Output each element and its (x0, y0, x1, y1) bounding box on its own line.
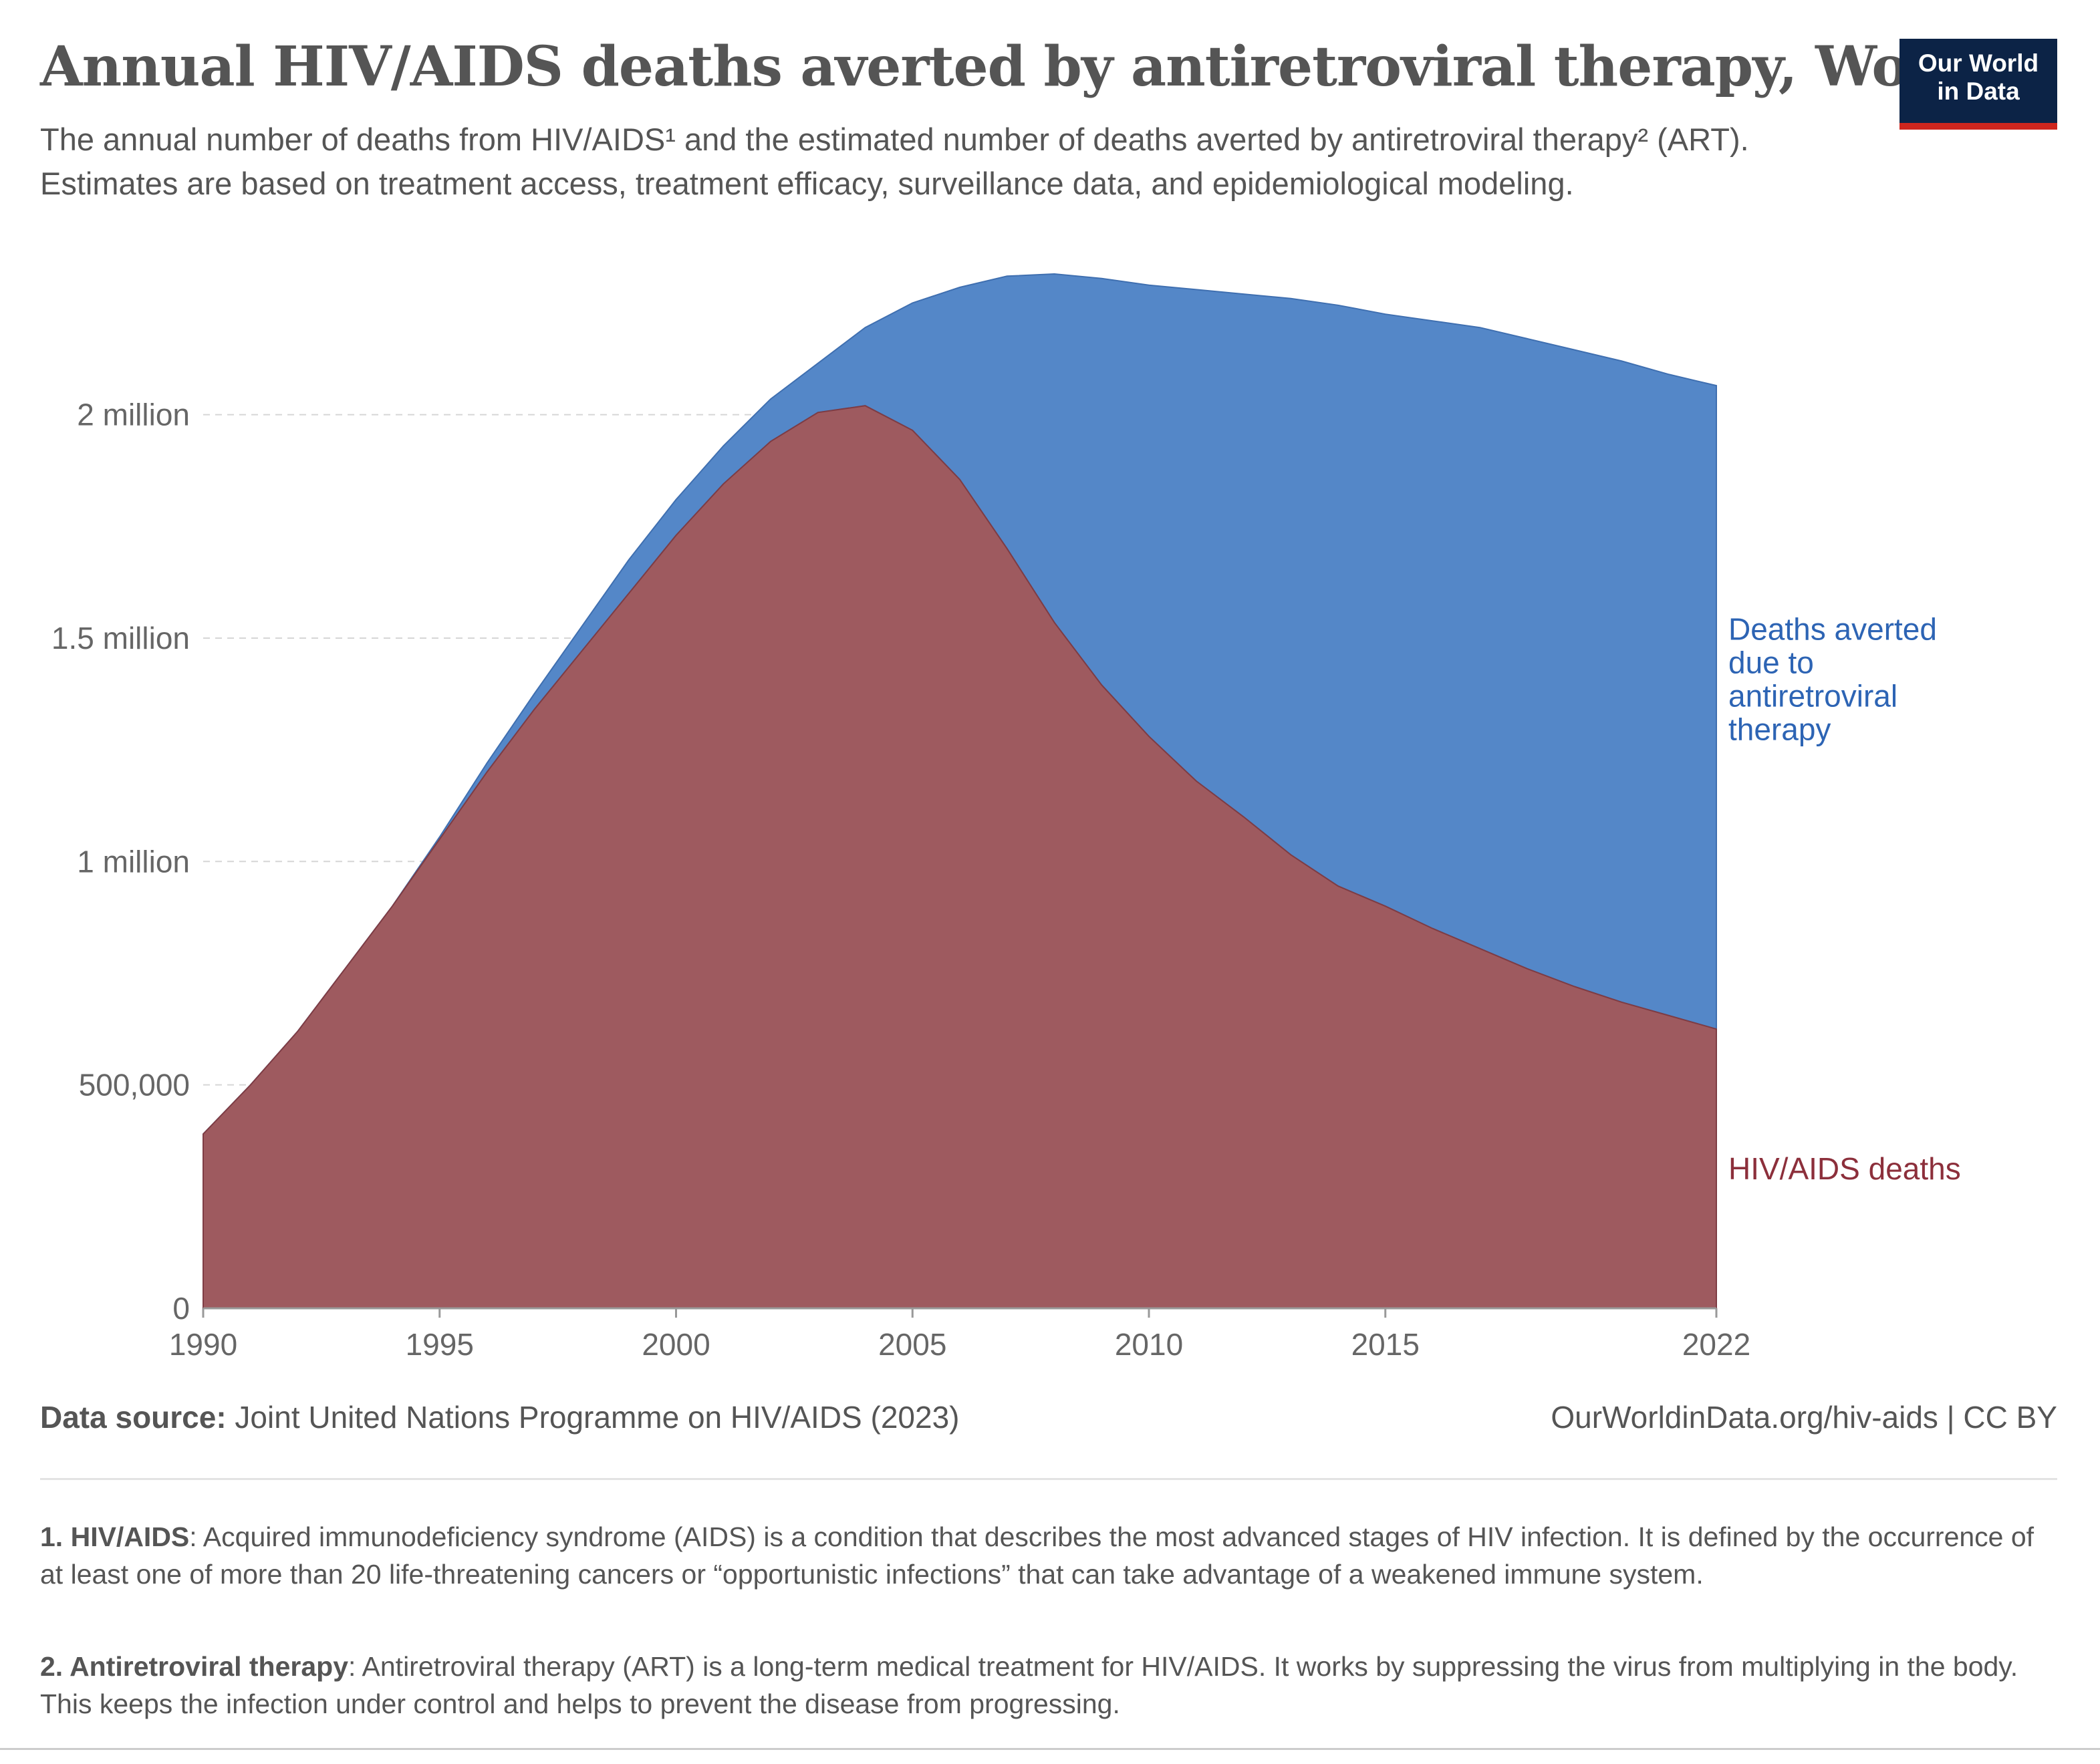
x-tick-label: 1995 (406, 1327, 474, 1362)
area-chart: 0 500,000 1 million 1.5 million 2 million 199… (51, 273, 1961, 1362)
data-source: Data source: Joint United Nations Progra… (40, 1399, 959, 1435)
owid-logo[interactable]: Our World in Data (1899, 39, 2057, 130)
series-label-deaths-averted: antiretroviral (1728, 679, 1897, 714)
x-tick-label: 2022 (1682, 1327, 1750, 1362)
logo-line-2: in Data (1937, 78, 2020, 105)
footnote-2: 2. Antiretroviral therapy: Antiretrovira… (40, 1648, 2045, 1723)
y-tick-label: 1.5 million (51, 621, 190, 655)
footnote-2-text: : Antiretroviral therapy (ART) is a long… (40, 1651, 2018, 1719)
x-tick-label: 2000 (642, 1327, 710, 1362)
y-tick-label: 0 (172, 1291, 190, 1326)
series-label-deaths-averted: Deaths averted (1728, 612, 1937, 647)
footer-divider (40, 1478, 2057, 1480)
logo-line-1: Our World (1918, 49, 2039, 77)
x-tick-label: 1990 (169, 1327, 237, 1362)
y-tick-label: 1 million (77, 844, 190, 879)
axes: 0 500,000 1 million 1.5 million 2 million 199… (51, 398, 1750, 1362)
data-source-text: Joint United Nations Programme on HIV/AI… (226, 1400, 960, 1435)
stacked-areas (203, 273, 1717, 1309)
footnote-1-label: 1. HIV/AIDS (40, 1521, 190, 1552)
x-tick-label: 2005 (878, 1327, 946, 1362)
source-url-link[interactable]: OurWorldinData.org/hiv-aids | CC BY (1551, 1400, 2057, 1435)
series-label-deaths-averted: due to (1728, 645, 1814, 680)
data-source-label: Data source: (40, 1400, 227, 1435)
chart-title: Annual HIV/AIDS deaths averted by antire… (40, 35, 1994, 99)
footnote-2-label: 2. Antiretroviral therapy (40, 1651, 349, 1682)
footnote-1: 1. HIV/AIDS: Acquired immunodeficiency s… (40, 1518, 2045, 1593)
x-tick-label: 2010 (1115, 1327, 1183, 1362)
chart-subtitle: The annual number of deaths from HIV/AID… (40, 122, 1749, 201)
footnote-1-text: : Acquired immunodeficiency syndrome (AI… (40, 1521, 2035, 1590)
y-tick-label: 2 million (77, 398, 190, 432)
y-tick-label: 500,000 (79, 1068, 190, 1102)
bottom-divider (0, 1748, 2100, 1750)
series-label-deaths-averted: therapy (1728, 712, 1831, 747)
x-tick-label: 2015 (1351, 1327, 1420, 1362)
series-label-hiv-aids-deaths: HIV/AIDS deaths (1728, 1151, 1961, 1186)
